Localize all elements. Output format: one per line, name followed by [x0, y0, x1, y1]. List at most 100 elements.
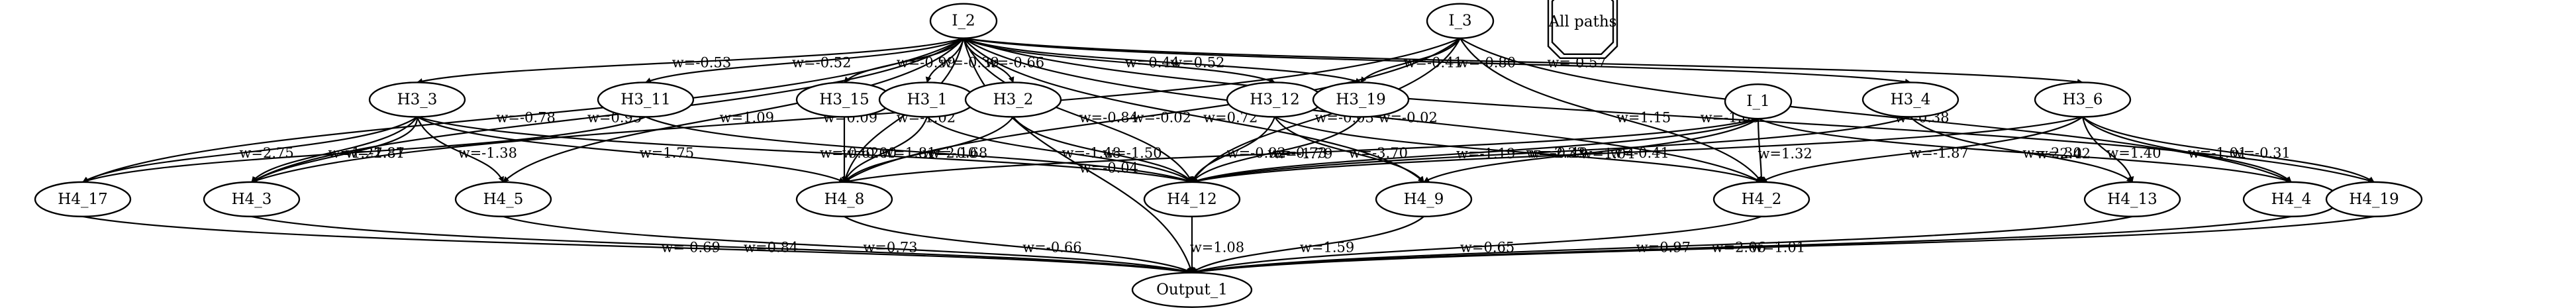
edge-weight-label: w=0.44 — [1125, 55, 1179, 71]
edge-weight-label: w=1.01 — [1751, 240, 1805, 256]
node-label: I_1 — [1746, 93, 1769, 110]
node-label: H4_19 — [2349, 191, 2399, 208]
edge-weight-label: w=-1.81 — [346, 145, 405, 161]
edge-h3-6-to-h4-2 — [1761, 116, 2083, 183]
edge-h3-4-to-h4-13 — [1910, 116, 2133, 183]
edge-weight-label: w=1.40 — [2106, 145, 2161, 161]
node-h4-9: H4_9 — [1375, 181, 1473, 218]
node-label: H3_11 — [620, 91, 670, 108]
edge-i-2-to-h4-9 — [963, 38, 1424, 183]
edge-h3-11-to-h4-12 — [645, 116, 1193, 183]
edge-h4-19-to-output-1 — [1191, 215, 2375, 275]
edge-weight-label: w=1.08 — [1190, 240, 1244, 256]
edge-weight-label: w=2.75 — [239, 145, 293, 161]
edge-weight-label: w=2.42 — [2036, 146, 2091, 162]
node-h4-5: H4_5 — [454, 181, 552, 218]
edge-weight-label: w=-0.73 — [1267, 145, 1326, 161]
node-h3-3: H3_3 — [368, 81, 466, 118]
edge-weight-label: w=0.73 — [863, 240, 917, 256]
edge-weight-label: w=-0.02 — [1132, 110, 1191, 126]
edge-weight-label: w=-2.30 — [2022, 145, 2081, 161]
edge-weight-label: w=-0.80 — [1457, 55, 1516, 71]
node-label: H3_15 — [819, 91, 869, 108]
edge-h4-13-to-output-1 — [1191, 215, 2133, 275]
edge-i-2-to-h4-19 — [963, 37, 2375, 183]
edge-h3-6-to-h4-13 — [2081, 117, 2134, 183]
edge-i-1-to-h4-9 — [1423, 118, 1759, 183]
node-label: H3_19 — [1336, 91, 1385, 108]
edge-i-3-to-h4-12 — [1191, 38, 1461, 183]
node-label: H4_13 — [2107, 191, 2157, 208]
node-h3-11: H3_11 — [597, 81, 695, 118]
edge-h3-1-to-h4-12 — [926, 116, 1193, 183]
node-label: H4_17 — [58, 191, 107, 208]
node-h3-15: H3_15 — [795, 81, 893, 118]
edge-weight-label: w=1.75 — [640, 145, 694, 161]
edge-weight-label: w=-0.31 — [2231, 145, 2290, 161]
node-label: H4_12 — [1167, 191, 1216, 208]
node-label: H3_12 — [1250, 91, 1299, 108]
edge-weight-label: w=-3.70 — [1349, 145, 1408, 161]
edge-weight-label: w=2.06 — [1712, 240, 1766, 256]
node-h4-12: H4_12 — [1143, 181, 1241, 218]
node-label: H4_5 — [483, 191, 524, 208]
edge-i-2-to-h4-3 — [251, 37, 964, 183]
node-label: Output_1 — [1156, 282, 1228, 299]
node-label: I_2 — [952, 13, 975, 30]
edge-weight-label: w=-1.79 — [1273, 146, 1332, 162]
edge-weight-label: w=-0.92 — [1227, 145, 1286, 161]
edge-weight-label: w=-1.19 — [1456, 146, 1515, 162]
node-h4-2: H4_2 — [1712, 181, 1810, 218]
edge-weight-label: w=2.10 — [922, 145, 977, 161]
node-h4-8: H4_8 — [795, 181, 893, 218]
node-h4-13: H4_13 — [2083, 181, 2181, 218]
node-h4-17: H4_17 — [34, 181, 132, 218]
edge-weight-label: w=0.52 — [1170, 55, 1224, 71]
edge-weight-label: w=-0.62 — [820, 145, 879, 161]
edge-i-2-to-h3-4 — [963, 37, 1911, 85]
edge-weight-label: w=-1.87 — [1909, 145, 1968, 161]
edge-h3-19-to-h4-12 — [1191, 116, 1362, 183]
node-all-paths: All paths — [1547, 0, 1618, 60]
edge-h4-9-to-output-1 — [1191, 216, 1424, 274]
node-h3-1: H3_1 — [878, 81, 976, 118]
edge-h3-6-to-h4-4 — [2082, 116, 2292, 183]
edge-weight-label: w=-0.66 — [1022, 240, 1081, 256]
edge-weight-label: w=-0.49 — [1528, 145, 1587, 161]
edges-layer — [82, 37, 2375, 275]
edge-weight-label: w=-0.39 — [940, 55, 999, 71]
edge-h4-2-to-output-1 — [1191, 215, 1762, 274]
edge-i-2-to-h4-5 — [503, 38, 964, 183]
node-h4-19: H4_19 — [2325, 181, 2423, 218]
node-label: H4_4 — [2271, 191, 2312, 208]
node-h3-12: H3_12 — [1226, 81, 1324, 118]
edge-i-3-to-h3-19 — [1360, 38, 1461, 83]
edge-h3-1-to-h4-8 — [843, 117, 928, 183]
node-label: H4_8 — [824, 191, 865, 208]
edge-weight-label: w=-0.41 — [1403, 55, 1462, 71]
edge-weight-label: w=-0.04 — [1079, 160, 1138, 176]
edge-h4-17-to-output-1 — [82, 215, 1193, 275]
edge-i-2-to-h3-6 — [963, 37, 2083, 85]
edge-weight-label: w=-1.48 — [1062, 145, 1120, 161]
edge-h3-3-to-h4-17 — [82, 116, 418, 183]
node-label: H4_3 — [232, 191, 272, 208]
edge-i-2-to-h3-3 — [417, 37, 964, 84]
edge-labels-layer: w=-0.53w=-0.78 w=0.95w=-0.52w=1.09 w=-1.02… — [239, 55, 2290, 256]
edge-weight-label: w=1.59 — [1300, 240, 1354, 256]
edge-weight-label: w=-2.33 — [1526, 145, 1585, 161]
edge-h3-3-to-h4-12 — [417, 116, 1193, 184]
edge-i-1-to-h4-8 — [844, 118, 1759, 184]
node-h3-6: H3_6 — [2034, 81, 2132, 118]
node-label: H3_6 — [2063, 91, 2103, 108]
edge-weight-label: w=-0.84 — [1079, 110, 1138, 126]
edge-weight-label: w=0.97 — [1636, 240, 1691, 256]
edge-weight-label: w=-2.87 — [346, 145, 405, 161]
node-h3-4: H3_4 — [1861, 81, 1959, 118]
edge-i-2-to-h3-11 — [645, 37, 964, 83]
node-label: H3_4 — [1891, 91, 1931, 108]
node-h3-19: H3_19 — [1312, 81, 1410, 118]
edge-h3-6-to-h4-12 — [1191, 116, 2083, 184]
edge-h3-12-to-h4-2 — [1274, 116, 1762, 183]
